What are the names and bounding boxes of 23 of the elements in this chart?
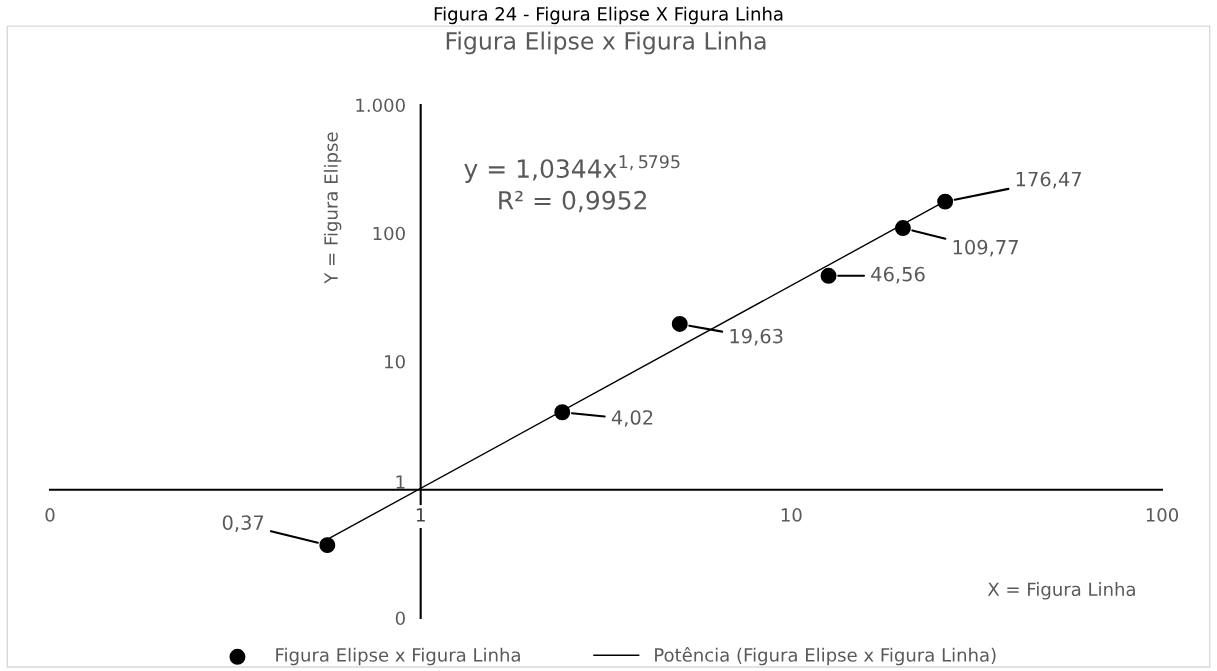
y-tick-label: 1 <box>396 475 405 489</box>
chart-title: Figura Elipse x Figura Linha <box>446 31 766 55</box>
data-label: 0,37 <box>222 515 264 532</box>
text: Figura 24 - Figura Elipse X Figura Linha <box>434 6 783 25</box>
legend-label: Potência (Figura Elipse x Figura Linha) <box>655 647 996 666</box>
x-tick-label: 100 <box>1146 508 1179 522</box>
data-label: 109,77 <box>953 239 1018 257</box>
x-tick-label: 0 <box>45 508 55 522</box>
data-label: 176,47 <box>1016 171 1081 189</box>
x-tick-label: 1 <box>416 508 425 522</box>
x-axis-title: X = Figura Linha <box>987 582 1135 600</box>
data-label: 19,63 <box>730 328 783 346</box>
legend-label: Figura Elipse x Figura Linha <box>276 647 520 666</box>
x-tick-label: 10 <box>781 508 802 522</box>
data-label: 4,02 <box>611 410 653 427</box>
data-label: 46,56 <box>871 266 925 284</box>
y-tick-label: 0 <box>395 611 405 626</box>
y-tick-label: 10 <box>385 354 405 369</box>
annotation: y = 1,0344x$^{1,5795}$ <box>464 155 680 183</box>
y-tick-label: 1.000 <box>356 98 405 113</box>
y-axis-title: Y = Figura Elipse <box>323 132 342 284</box>
y-tick-label: 100 <box>373 226 405 241</box>
annotation: R² = 0,9952 <box>499 190 646 213</box>
